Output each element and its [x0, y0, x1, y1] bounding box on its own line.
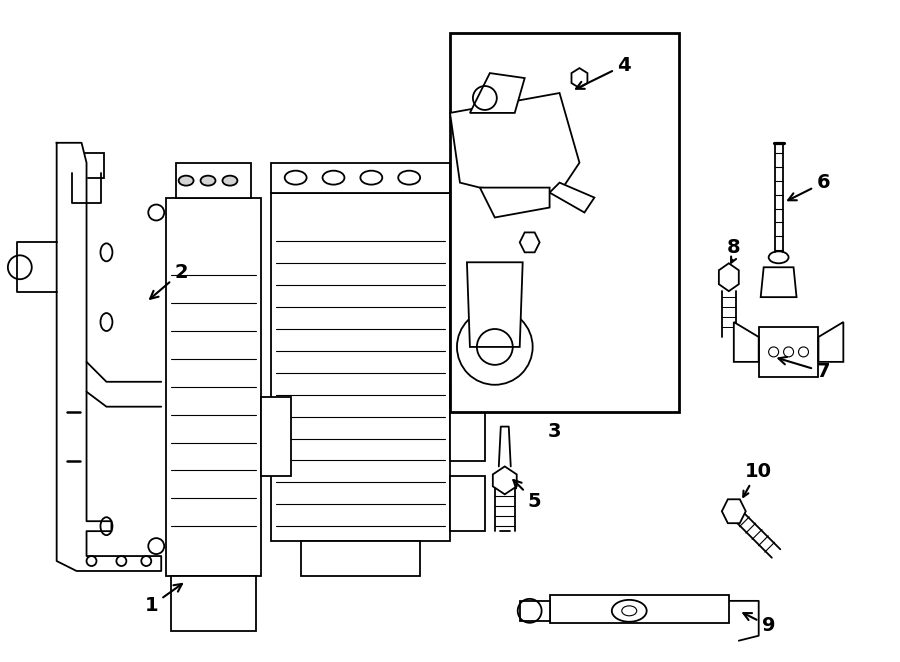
Polygon shape	[450, 93, 580, 193]
Ellipse shape	[222, 175, 238, 185]
Ellipse shape	[322, 171, 345, 185]
Bar	[450, 477, 485, 531]
Ellipse shape	[201, 175, 215, 185]
Polygon shape	[519, 232, 540, 252]
Bar	[759, 327, 818, 377]
Bar	[261, 397, 291, 477]
Circle shape	[148, 205, 164, 220]
Polygon shape	[760, 267, 796, 297]
Text: 2: 2	[150, 263, 188, 299]
Text: 4: 4	[576, 56, 631, 89]
Bar	[171, 576, 256, 631]
Circle shape	[523, 236, 536, 250]
Circle shape	[457, 309, 533, 385]
Polygon shape	[572, 68, 588, 88]
Bar	[271, 163, 450, 193]
Ellipse shape	[178, 175, 194, 185]
Ellipse shape	[769, 252, 788, 263]
Bar	[271, 193, 450, 541]
Text: 9: 9	[743, 613, 776, 636]
Polygon shape	[734, 322, 759, 362]
Polygon shape	[550, 183, 594, 213]
Bar	[301, 541, 420, 576]
Bar	[176, 163, 251, 197]
Circle shape	[148, 538, 164, 554]
Bar	[69, 153, 104, 177]
Polygon shape	[470, 73, 525, 113]
Ellipse shape	[360, 171, 382, 185]
Polygon shape	[467, 262, 523, 347]
Polygon shape	[57, 143, 161, 571]
Ellipse shape	[284, 171, 307, 185]
Ellipse shape	[612, 600, 647, 622]
Text: 7: 7	[778, 357, 830, 381]
Polygon shape	[818, 322, 843, 362]
Text: 8: 8	[727, 238, 741, 257]
Text: 5: 5	[513, 480, 542, 511]
Text: 10: 10	[745, 462, 772, 481]
Bar	[166, 197, 261, 576]
Ellipse shape	[398, 171, 420, 185]
Bar	[519, 601, 550, 621]
Text: 6: 6	[788, 173, 830, 201]
Polygon shape	[722, 499, 746, 523]
Polygon shape	[493, 467, 517, 495]
Polygon shape	[719, 263, 739, 291]
Bar	[550, 595, 729, 623]
Bar	[450, 382, 485, 461]
Polygon shape	[480, 187, 550, 218]
Text: 3: 3	[548, 422, 562, 441]
Text: 1: 1	[144, 584, 182, 616]
Bar	[450, 33, 679, 412]
